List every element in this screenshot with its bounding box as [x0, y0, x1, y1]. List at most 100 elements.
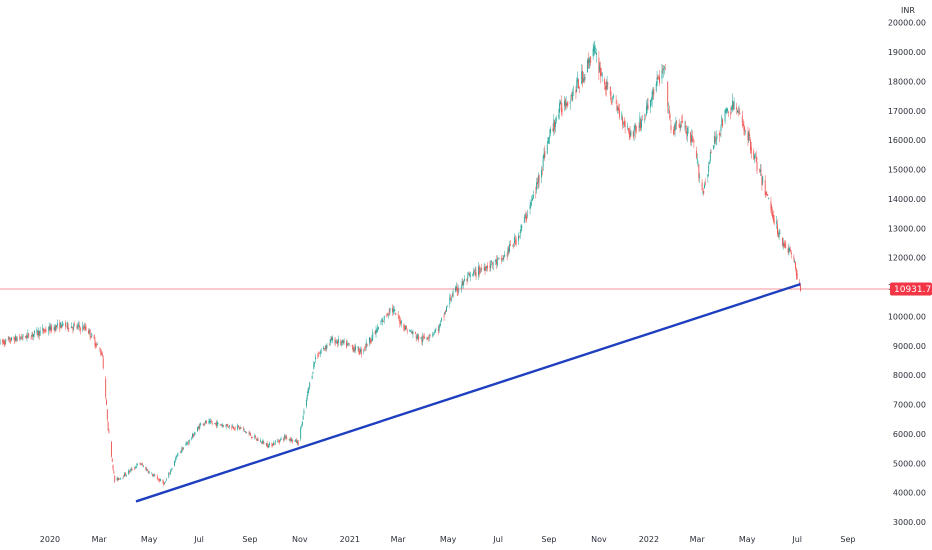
- candle-body: [569, 101, 571, 104]
- candle-body: [342, 339, 343, 343]
- candle-body: [347, 343, 349, 344]
- candle-body: [483, 267, 485, 270]
- candle-body: [329, 339, 331, 344]
- candle-body: [501, 260, 503, 261]
- candle-body: [687, 130, 689, 132]
- candle-body: [703, 190, 705, 194]
- candle-body: [548, 137, 550, 139]
- candle-body: [140, 463, 142, 465]
- candle-body: [176, 455, 178, 457]
- candle-body: [541, 170, 542, 178]
- candle-body: [693, 141, 695, 143]
- candle-body: [713, 136, 715, 144]
- candle-body: [594, 48, 596, 50]
- candle-body: [403, 323, 405, 330]
- candle-body: [538, 175, 540, 182]
- candle-body: [128, 470, 130, 473]
- x-tick-label: Sep: [541, 535, 556, 544]
- candle-body: [647, 105, 649, 109]
- candle-body: [638, 126, 640, 128]
- candle-body: [353, 349, 355, 351]
- candle-body: [529, 205, 531, 210]
- candle-body: [656, 77, 658, 86]
- candle-body: [14, 338, 16, 343]
- candle-body: [610, 97, 612, 103]
- candle-body: [273, 442, 275, 445]
- candle-body: [748, 132, 750, 141]
- trendline[interactable]: [135, 282, 801, 503]
- candle-body: [478, 266, 479, 276]
- candle-body: [156, 476, 158, 480]
- candle-body: [639, 116, 641, 128]
- candle-body: [770, 201, 772, 210]
- candle-body: [239, 427, 241, 429]
- candle-body: [278, 440, 280, 443]
- candle-body: [73, 324, 75, 328]
- candle-body: [165, 481, 166, 483]
- candle-body: [43, 330, 45, 332]
- candle-body: [319, 352, 321, 354]
- candle-body: [370, 340, 372, 343]
- candle-body: [719, 133, 721, 135]
- candle-body: [704, 183, 706, 185]
- candle-body: [514, 237, 515, 244]
- candle-body: [101, 354, 103, 356]
- candle-body: [71, 326, 73, 328]
- candle-body: [760, 170, 762, 172]
- candle-body: [240, 427, 242, 429]
- candle-body: [472, 274, 474, 276]
- candle-body: [725, 108, 727, 112]
- candle-body: [47, 330, 49, 332]
- candle-body: [455, 286, 457, 289]
- candle-body: [234, 427, 236, 429]
- candle-body: [289, 439, 291, 441]
- candle-body: [274, 443, 275, 445]
- candle-body: [326, 344, 328, 349]
- candle-body: [795, 268, 797, 276]
- candle-body: [573, 92, 574, 94]
- candle-body: [168, 472, 170, 478]
- candle-body: [100, 351, 102, 354]
- candle-body: [65, 326, 67, 328]
- y-tick-label: 5000.00: [893, 459, 926, 468]
- candle-body: [242, 428, 244, 430]
- candle-body: [570, 95, 572, 97]
- candle-body: [542, 156, 544, 167]
- candle-body: [437, 328, 439, 332]
- candle-body: [796, 273, 798, 280]
- candle-body: [527, 214, 529, 216]
- candle-body: [269, 443, 270, 446]
- candle-body: [137, 463, 139, 465]
- candle-body: [771, 209, 773, 213]
- candle-body: [691, 135, 692, 143]
- candle-body: [341, 342, 343, 344]
- candle-body: [113, 471, 115, 474]
- y-tick-label: 20000.00: [888, 19, 926, 28]
- candle-body: [268, 444, 270, 447]
- candle-body: [617, 107, 619, 110]
- candle-body: [147, 469, 148, 471]
- candle-body: [673, 129, 675, 131]
- candle-body: [632, 131, 634, 138]
- candle-body: [20, 337, 21, 339]
- candle-body: [226, 424, 228, 426]
- candle-body: [119, 478, 121, 479]
- candle-body: [114, 475, 116, 482]
- candle-body: [169, 473, 171, 474]
- candle-body: [478, 266, 480, 274]
- candle-body: [76, 325, 78, 328]
- candle-body: [262, 440, 264, 443]
- candle-body: [62, 323, 64, 325]
- candle-body: [296, 440, 298, 443]
- candle-body: [2, 341, 4, 342]
- candle-body: [515, 239, 517, 245]
- candle-body: [743, 124, 745, 131]
- candle-body: [676, 122, 678, 123]
- candle-body: [492, 264, 494, 266]
- candle-body: [233, 428, 235, 430]
- candle-body: [91, 333, 93, 337]
- candle-body: [45, 329, 47, 332]
- candle-body: [292, 439, 293, 442]
- candle-body: [755, 156, 757, 162]
